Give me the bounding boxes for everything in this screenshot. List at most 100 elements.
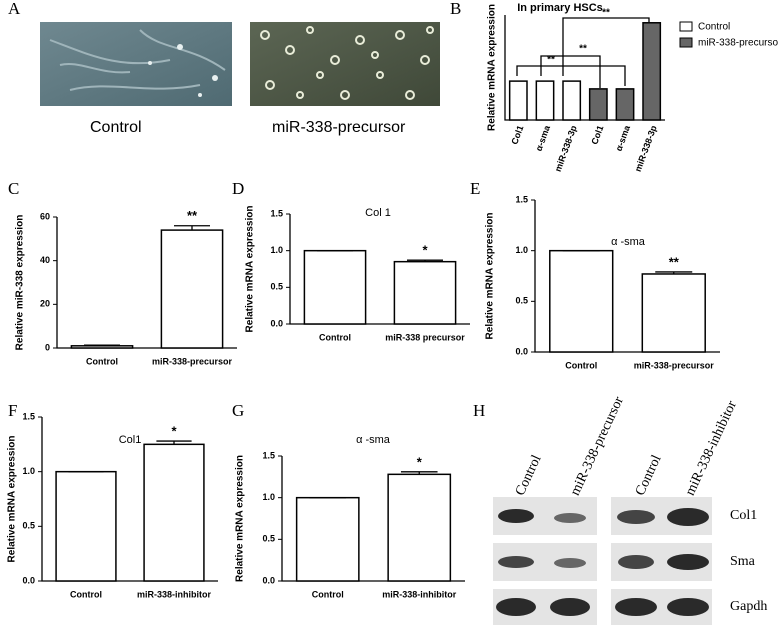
- y-tick-label: 0: [45, 342, 50, 352]
- bar: [160, 229, 224, 349]
- error-bar: [84, 344, 120, 346]
- y-axis-label: Relative mRNA expression: [485, 213, 496, 340]
- legend-swatch: [679, 37, 693, 48]
- y-tick-label: 20: [40, 299, 50, 309]
- y-tick-label: 1.5: [22, 411, 35, 421]
- x-tick-label: Control: [70, 589, 102, 599]
- significance: **: [187, 208, 198, 223]
- legend-label: miR-338-precursor: [698, 38, 778, 49]
- panel-label: G: [232, 401, 244, 420]
- bar: [70, 345, 134, 349]
- blot-column-label: Control: [633, 453, 665, 498]
- significance: *: [417, 454, 423, 469]
- y-tick-label: 0.5: [262, 534, 275, 544]
- panel-label: A: [8, 0, 21, 18]
- error-bar: [400, 471, 438, 475]
- chart-title: In primary HSCs: [517, 2, 603, 14]
- micrograph: [40, 22, 232, 106]
- chart-title: α -sma: [611, 236, 646, 248]
- bar: [588, 88, 608, 121]
- x-tick-label: α-sma: [614, 123, 633, 152]
- bar: [615, 88, 635, 121]
- western-blot: [493, 497, 712, 625]
- bar: [143, 443, 205, 582]
- x-tick-label: Col1: [509, 124, 525, 146]
- blot-column-label: miR-338-inhibitor: [683, 398, 740, 498]
- panel-label: D: [232, 179, 244, 198]
- x-tick-label: Control: [312, 589, 344, 599]
- x-tick-label: miR-338-precursor: [634, 360, 715, 370]
- y-tick-label: 1.0: [22, 466, 35, 476]
- x-tick-label: Control: [319, 332, 351, 342]
- y-axis-label: Relative mRNA expression: [487, 4, 498, 131]
- panel-label: F: [8, 401, 17, 420]
- y-tick-label: 1.0: [515, 245, 528, 255]
- significance: **: [669, 254, 680, 269]
- x-tick-label: miR-338-inhibitor: [137, 589, 212, 599]
- image-caption: miR-338-precursor: [272, 119, 406, 136]
- x-tick-label: miR-338-3p: [553, 124, 579, 173]
- y-tick-label: 1.0: [270, 245, 283, 255]
- y-axis-label: Relative mRNA expression: [235, 455, 246, 582]
- bar: [393, 260, 457, 325]
- legend-label: Control: [698, 22, 730, 33]
- blot-row-label: Gapdh: [730, 599, 767, 614]
- bar: [55, 470, 117, 582]
- significance: *: [422, 243, 428, 258]
- error-bar: [655, 271, 693, 274]
- bar: [295, 496, 360, 582]
- x-tick-label: Control: [565, 360, 597, 370]
- y-tick-label: 60: [40, 211, 50, 221]
- bar: [387, 473, 452, 582]
- bar: [549, 249, 614, 353]
- y-axis-label: Relative miR-338 expression: [15, 215, 26, 351]
- blot-row-label: Col1: [730, 508, 757, 523]
- significance: **: [602, 8, 610, 19]
- y-tick-label: 1.5: [270, 208, 283, 218]
- y-tick-label: 0.5: [22, 521, 35, 531]
- bar: [508, 80, 528, 121]
- y-tick-label: 40: [40, 255, 50, 265]
- image-caption: Control: [90, 119, 142, 136]
- chart-title: Col1: [119, 434, 142, 446]
- bar: [303, 249, 367, 325]
- x-tick-label: miR-338 precursor: [385, 332, 465, 342]
- panel-label: B: [450, 0, 461, 18]
- x-tick-label: Control: [86, 356, 118, 366]
- error-bar: [174, 225, 210, 231]
- y-tick-label: 0.5: [270, 282, 283, 292]
- y-tick-label: 1.5: [515, 194, 528, 204]
- bar: [535, 80, 555, 121]
- legend-swatch: [679, 21, 693, 32]
- error-bar: [407, 259, 443, 262]
- x-tick-label: α-sma: [534, 123, 553, 152]
- axis: [504, 15, 665, 121]
- significance: **: [547, 55, 555, 66]
- x-tick-label: miR-338-precursor: [152, 356, 233, 366]
- bar: [641, 273, 706, 353]
- micrograph: [250, 22, 440, 106]
- x-tick-label: miR-338-inhibitor: [382, 589, 457, 599]
- significance: **: [579, 44, 587, 55]
- y-axis-label: Relative mRNA expression: [7, 436, 18, 563]
- y-axis-label: Relative mRNA expression: [245, 206, 256, 333]
- bar: [562, 80, 582, 121]
- significance: *: [171, 423, 177, 438]
- y-tick-label: 1.0: [262, 492, 275, 502]
- blot-row-label: Sma: [730, 554, 756, 569]
- error-bar: [156, 440, 192, 445]
- bar: [642, 22, 662, 121]
- y-tick-label: 0.0: [270, 318, 283, 328]
- y-tick-label: 0.0: [22, 575, 35, 585]
- x-tick-label: Col1: [589, 124, 605, 146]
- panel-label: C: [8, 179, 19, 198]
- y-tick-label: 1.5: [262, 450, 275, 460]
- chart-title: α -sma: [356, 434, 391, 446]
- chart-title: Col 1: [365, 207, 391, 219]
- blot-column-label: miR-338-precursor: [568, 394, 627, 498]
- y-tick-label: 0.0: [262, 575, 275, 585]
- y-tick-label: 0.5: [515, 296, 528, 306]
- blot-column-label: Control: [513, 453, 545, 498]
- x-tick-label: miR-338-3p: [633, 124, 659, 173]
